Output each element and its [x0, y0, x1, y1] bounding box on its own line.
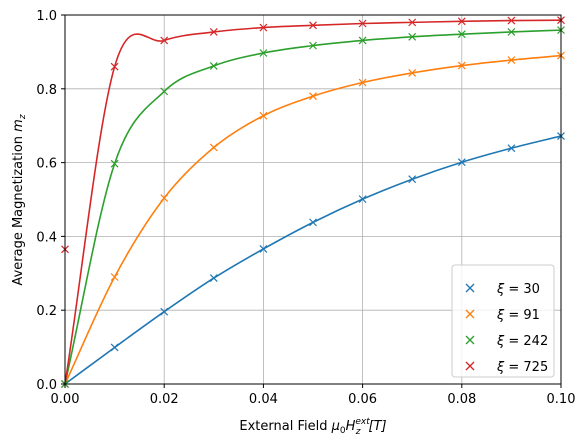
data-point — [457, 30, 466, 39]
data-point — [160, 87, 169, 96]
data-point — [160, 36, 169, 45]
legend-marker — [465, 335, 475, 345]
x-axis-label-unit: [T] — [369, 419, 387, 434]
data-point — [160, 307, 169, 316]
data-point — [507, 16, 516, 25]
data-point — [358, 19, 367, 28]
data-point — [457, 61, 466, 70]
series-line — [65, 54, 561, 384]
data-point — [408, 175, 417, 184]
y-tick-label: 0.0 — [36, 378, 57, 393]
data-point — [457, 17, 466, 26]
data-point — [110, 343, 119, 352]
y-tick-label: 0.6 — [36, 157, 57, 172]
legend: ξ = 30 ξ = 91 ξ = 242 ξ = 725 — [451, 264, 555, 378]
legend-marker — [465, 361, 475, 371]
legend-entry: ξ = 725 — [465, 360, 548, 375]
y-axis-label-prefix: Average Magnetization — [11, 132, 26, 286]
data-point — [259, 111, 268, 120]
legend-entry: ξ = 30 — [465, 282, 540, 297]
series-line — [65, 19, 561, 384]
data-point — [457, 158, 466, 167]
x-axis-label: External Field μ0Hext z [T] — [239, 417, 386, 437]
legend-label: ξ = 242 — [496, 334, 548, 349]
data-point — [309, 41, 317, 50]
y-axis-label-symbol: m — [11, 119, 26, 132]
data-point — [358, 36, 367, 45]
data-point — [408, 32, 417, 41]
legend-label: ξ = 30 — [496, 282, 540, 297]
x-axis-label-prefix: External Field — [239, 419, 331, 434]
y-axis-label: Average Magnetization mz — [11, 114, 28, 285]
x-axis-label-subz: z — [355, 427, 361, 437]
y-tick-label: 0.2 — [36, 304, 57, 319]
x-axis-label-sub0: 0 — [340, 426, 346, 436]
plot-frame — [64, 14, 562, 385]
y-axis-label-sub: z — [18, 114, 28, 120]
data-point — [209, 61, 218, 70]
data-point — [507, 144, 516, 153]
y-axis-ticks: 0.0 0.2 0.4 0.6 0.8 1.0 — [36, 9, 65, 393]
data-point — [110, 273, 119, 281]
y-tick-label: 0.4 — [36, 230, 57, 245]
data-point — [507, 56, 516, 64]
data-point — [259, 245, 268, 253]
legend-label: ξ = 725 — [496, 360, 548, 375]
legend-entry: ξ = 242 — [465, 334, 548, 349]
x-tick-label: 0.00 — [51, 392, 80, 407]
y-tick-label: 1.0 — [36, 9, 57, 24]
data-point — [110, 62, 119, 71]
data-point — [358, 78, 367, 87]
data-point — [507, 28, 516, 36]
x-axis-label-symbol: μ — [331, 419, 340, 434]
data-point — [209, 274, 218, 283]
x-tick-label: 0.10 — [547, 392, 576, 407]
data-point — [408, 69, 417, 77]
x-tick-label: 0.04 — [249, 392, 278, 407]
legend-marker — [465, 309, 475, 319]
data-point — [309, 218, 317, 227]
data-point — [309, 21, 317, 30]
legend-marker — [465, 283, 475, 293]
data-point — [209, 143, 218, 152]
data-point — [110, 159, 119, 168]
legend-entry: ξ = 91 — [465, 308, 540, 323]
x-axis-label-sup: ext — [355, 417, 370, 427]
data-point — [209, 28, 218, 36]
grid — [64, 14, 562, 385]
data-point — [160, 194, 169, 202]
x-axis-ticks: 0.00 0.02 0.04 0.06 0.08 0.10 — [51, 384, 576, 407]
data-point — [408, 18, 417, 27]
data-point — [309, 92, 317, 101]
data-point — [259, 49, 268, 57]
legend-label: ξ = 91 — [496, 308, 540, 323]
y-tick-label: 0.8 — [36, 83, 57, 98]
x-tick-label: 0.08 — [447, 392, 476, 407]
x-axis-label-h: H — [346, 419, 356, 434]
data-point — [358, 195, 367, 204]
legend-box — [451, 264, 555, 378]
x-tick-label: 0.06 — [348, 392, 377, 407]
data-point — [259, 23, 268, 32]
x-tick-label: 0.02 — [150, 392, 179, 407]
